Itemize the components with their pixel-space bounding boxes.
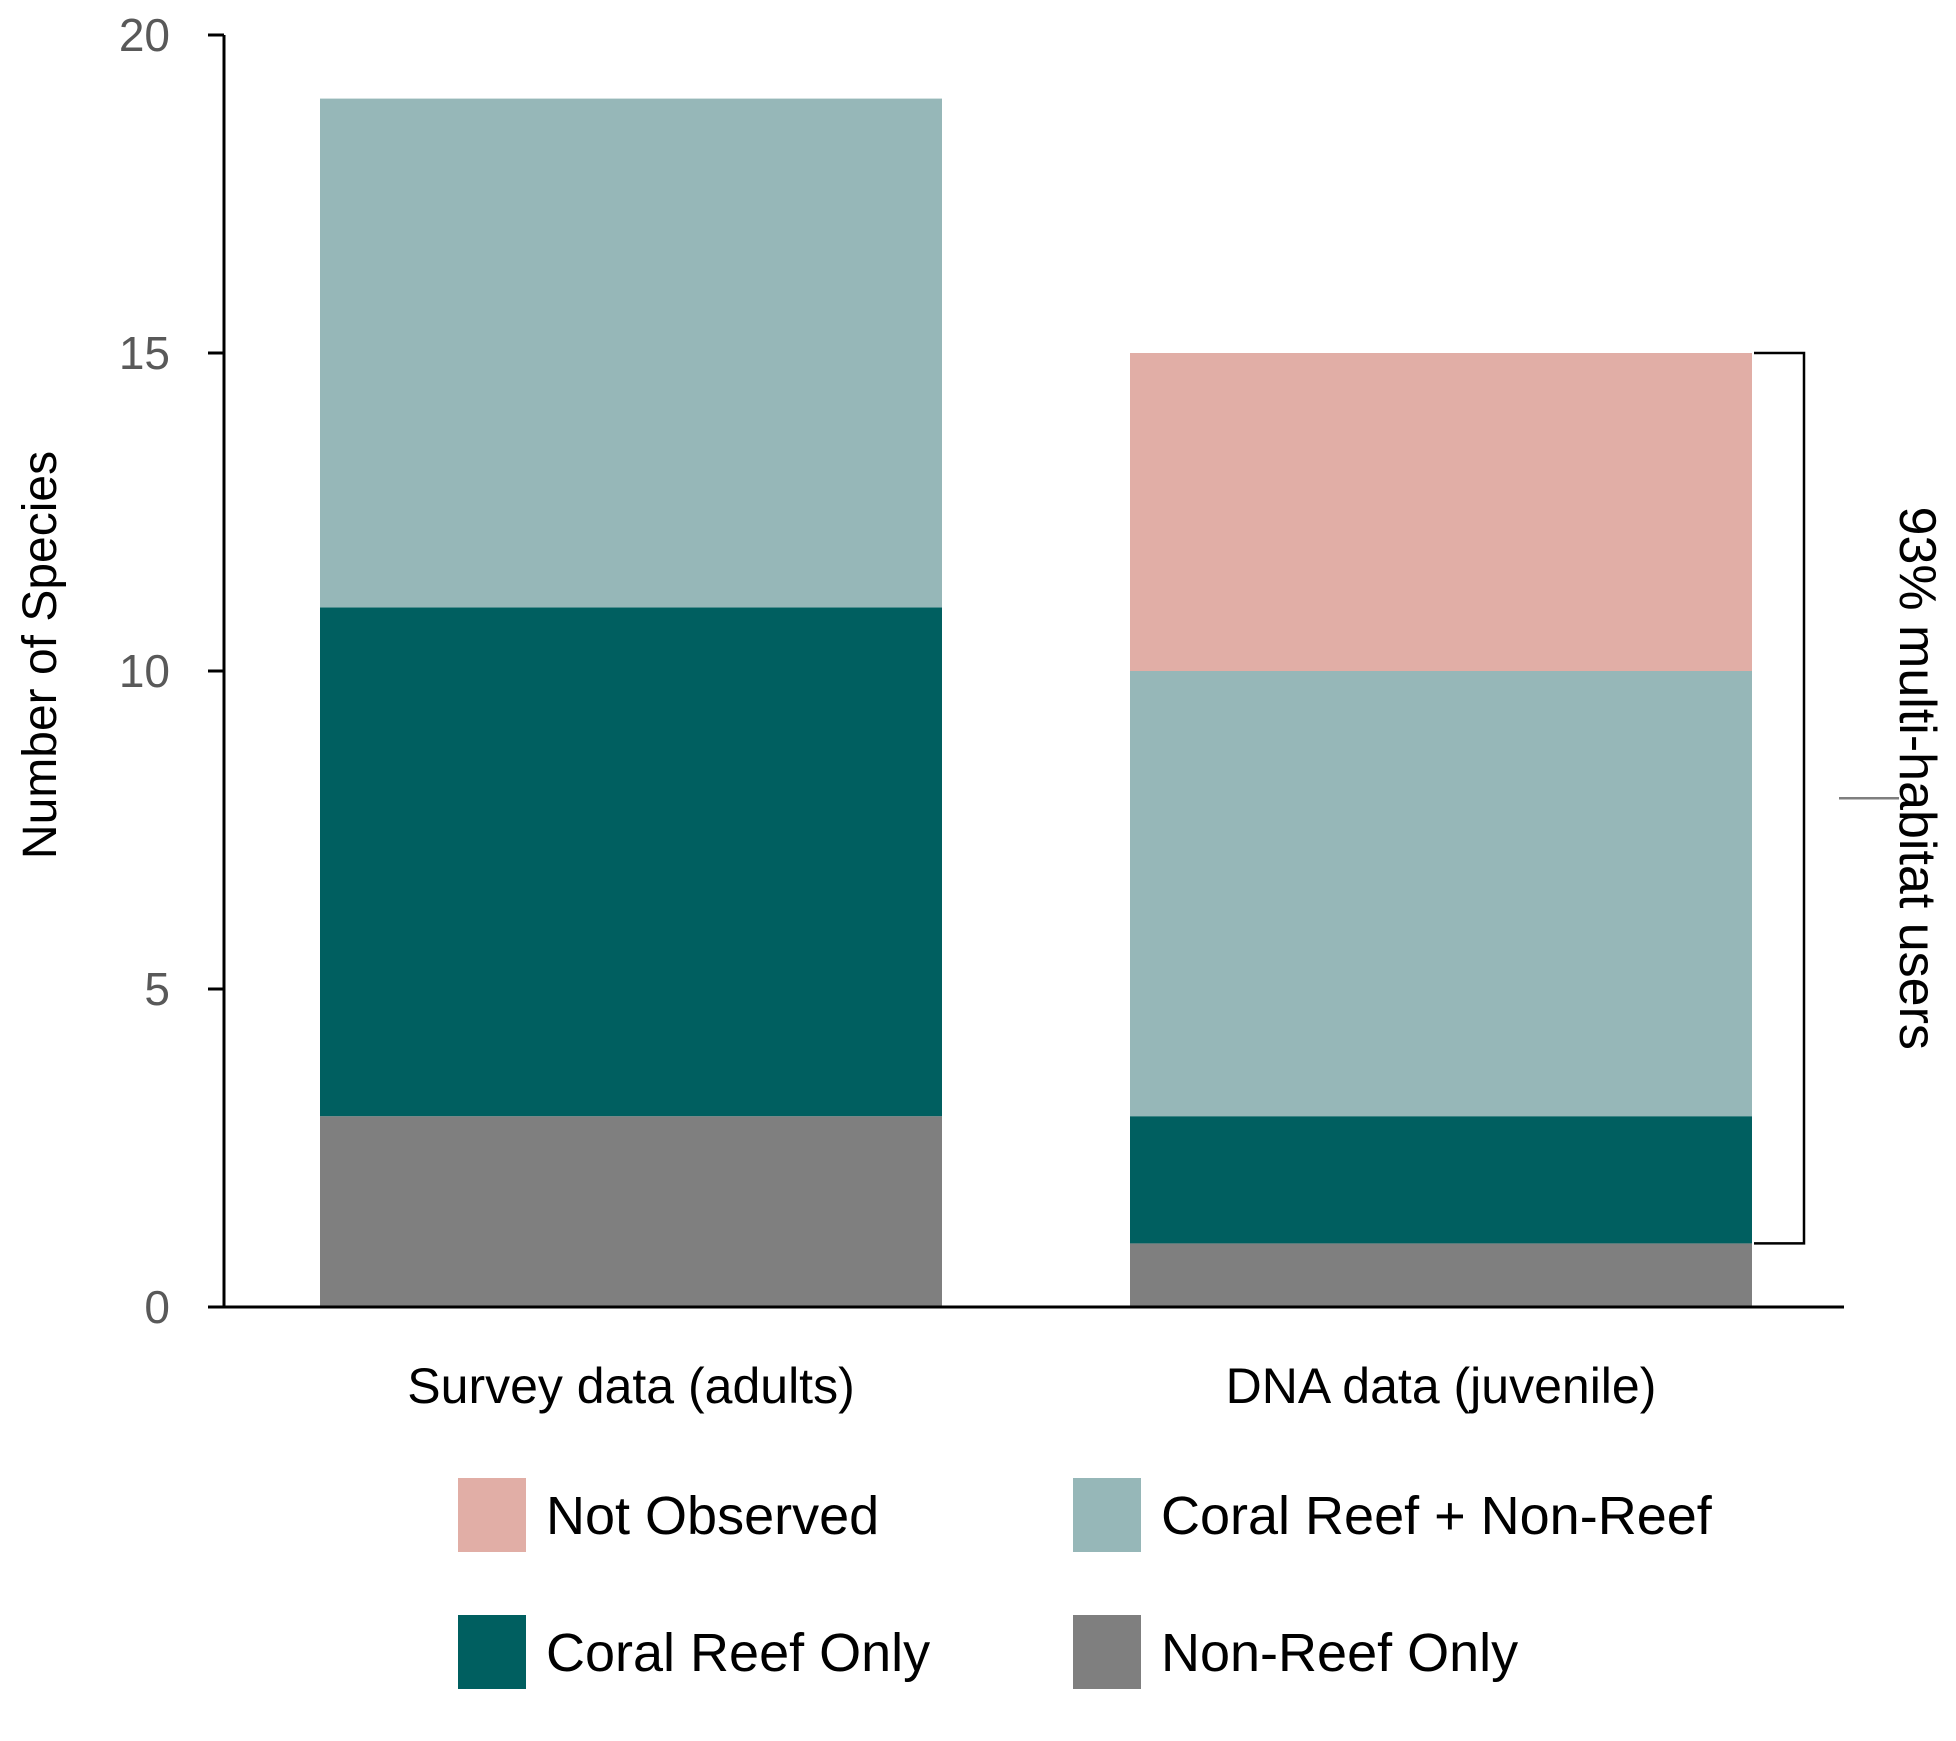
y-tick-label-10: 10 [119, 645, 170, 697]
y-tick-label-15: 15 [119, 327, 170, 379]
bar-segment-dna-data-juvenile-non-reef-only [1130, 1243, 1752, 1307]
legend: Not Observed Coral Reef + Non-Reef Coral R… [458, 1478, 1713, 1689]
bar-segment-survey-data-adults-coral-reef-non-reef [320, 98, 942, 608]
y-ticks-layer: 0 5 10 15 20 [119, 9, 224, 1333]
y-tick-label-20: 20 [119, 9, 170, 61]
legend-label-coral-reef-non-reef: Coral Reef + Non-Reef [1161, 1486, 1713, 1546]
bar-segment-survey-data-adults-non-reef-only [320, 1116, 942, 1307]
category-labels-layer: Survey data (adults) DNA data (juvenile) [407, 1358, 1656, 1414]
bar-segment-dna-data-juvenile-coral-reef-non-reef [1130, 671, 1752, 1117]
legend-label-not-observed: Not Observed [546, 1486, 879, 1546]
x-category-label-survey-data-adults: Survey data (adults) [407, 1358, 854, 1414]
bar-segment-survey-data-adults-coral-reef-only [320, 607, 942, 1117]
y-tick-label-0: 0 [144, 1281, 170, 1333]
annotation-bracket [1754, 351, 1806, 1245]
y-axis-title-group: Number of Species [14, 451, 67, 859]
legend-label-coral-reef-only: Coral Reef Only [546, 1623, 930, 1683]
bars-layer [320, 98, 1752, 1307]
bar-segment-dna-data-juvenile-not-observed [1130, 353, 1752, 671]
y-tick-label-5: 5 [144, 963, 170, 1015]
y-axis-title: Number of Species [14, 451, 67, 859]
legend-swatch-coral-reef-only [458, 1615, 526, 1689]
legend-label-non-reef-only: Non-Reef Only [1161, 1623, 1518, 1683]
x-category-label-dna-data-juvenile: DNA data (juvenile) [1226, 1358, 1657, 1414]
legend-swatch-non-reef-only [1073, 1615, 1141, 1689]
annotation-layer: 93% multi-habitat users [1754, 351, 1946, 1245]
bar-segment-dna-data-juvenile-coral-reef-only [1130, 1116, 1752, 1244]
legend-swatch-coral-reef-non-reef [1073, 1478, 1141, 1552]
annotation-label: 93% multi-habitat users [1888, 507, 1946, 1050]
legend-swatch-not-observed [458, 1478, 526, 1552]
